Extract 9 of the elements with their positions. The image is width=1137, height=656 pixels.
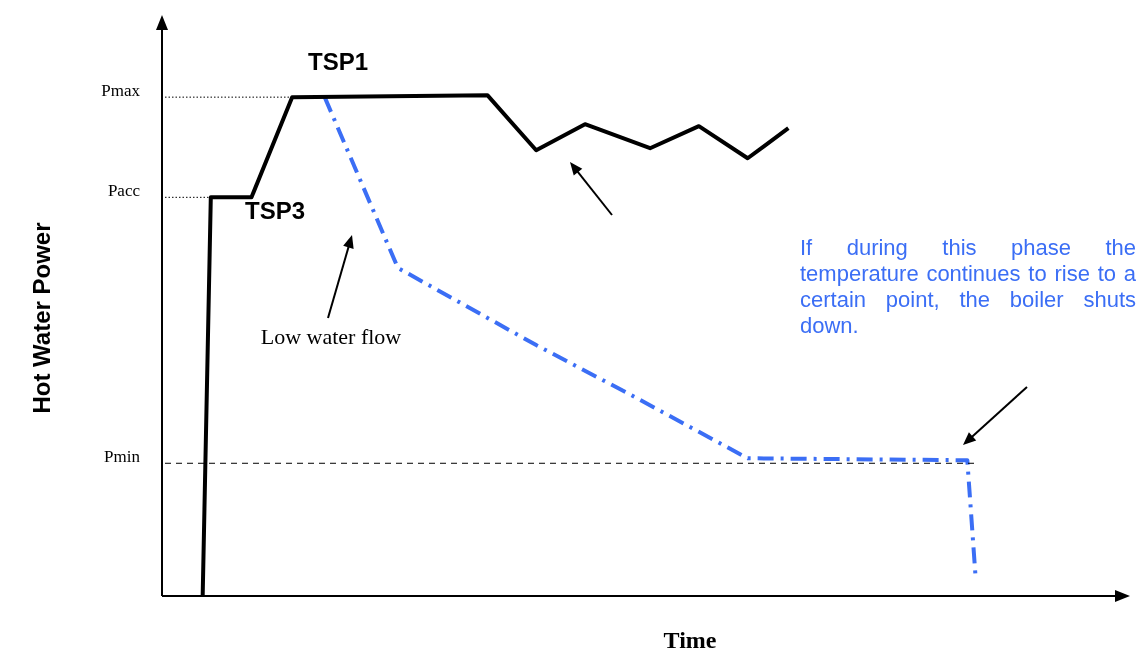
annotation: Low water flow (260, 324, 402, 350)
text: TSP1 (307, 48, 369, 76)
ref-line-label: Pacc (107, 180, 141, 200)
ref-line-label: Pmin (104, 446, 141, 466)
annotation: If during this phase the temperature continues to rise to a certain point, the boiler shuts down. (800, 235, 1136, 339)
ref-line-label: Pmax (101, 80, 141, 100)
annotation: TSP3 (244, 197, 306, 225)
x-axis-title: Time (663, 626, 717, 654)
y-axis-title: Hot Water Power (28, 222, 56, 414)
